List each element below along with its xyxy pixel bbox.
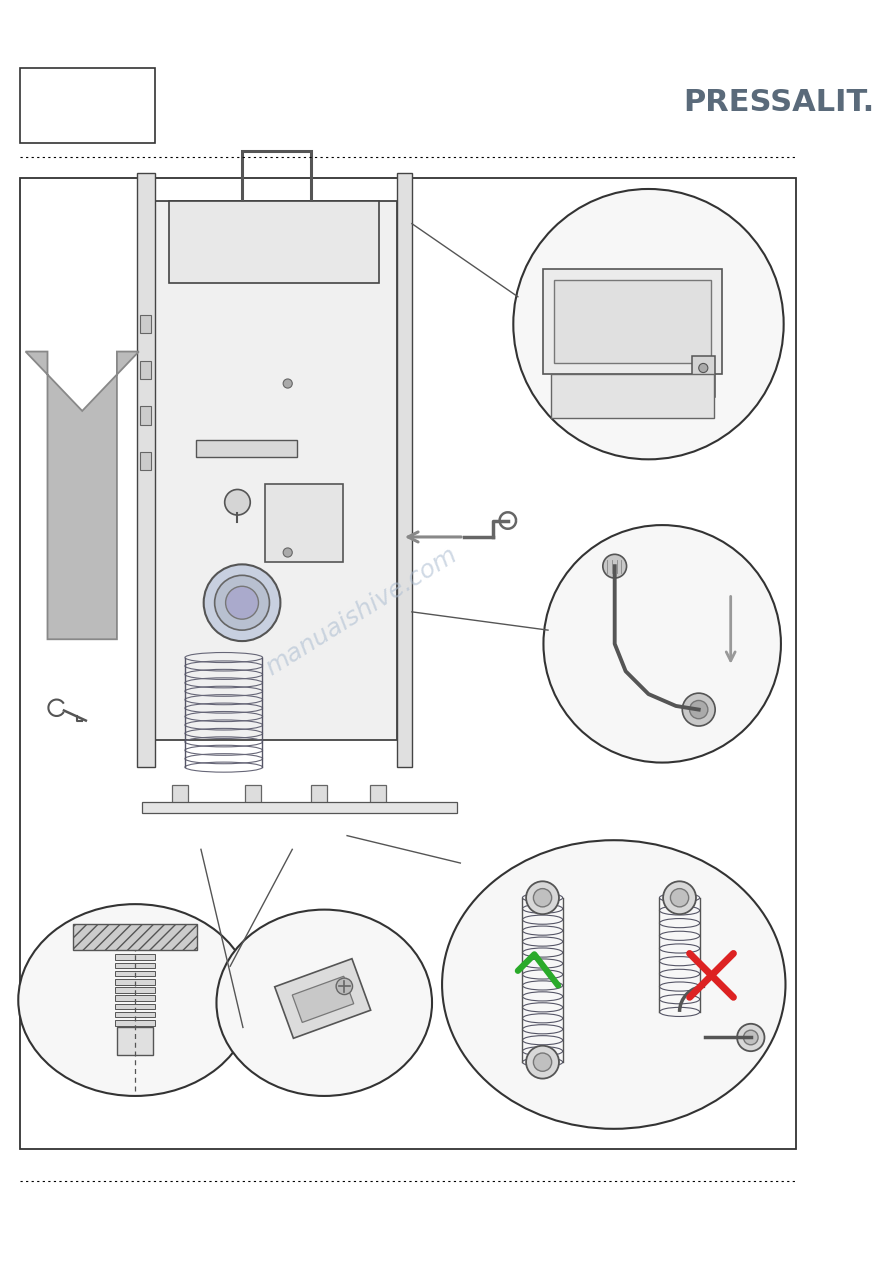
Bar bbox=[155, 201, 397, 740]
Bar bbox=[139, 361, 151, 379]
Circle shape bbox=[283, 548, 292, 557]
Bar bbox=[137, 173, 155, 767]
Bar bbox=[311, 786, 327, 806]
Bar bbox=[142, 802, 456, 813]
Circle shape bbox=[214, 576, 270, 630]
Bar bbox=[245, 786, 262, 806]
Circle shape bbox=[671, 889, 689, 907]
Circle shape bbox=[526, 1046, 559, 1079]
Bar bbox=[139, 314, 151, 333]
Circle shape bbox=[336, 978, 353, 994]
Bar bbox=[551, 374, 714, 418]
Bar bbox=[265, 484, 343, 562]
Bar bbox=[241, 806, 265, 811]
Circle shape bbox=[737, 1024, 764, 1051]
Bar bbox=[139, 407, 151, 424]
Bar bbox=[117, 1027, 154, 1055]
Polygon shape bbox=[26, 351, 138, 639]
Circle shape bbox=[603, 554, 627, 578]
Circle shape bbox=[533, 889, 552, 907]
Circle shape bbox=[204, 565, 280, 642]
Bar bbox=[370, 786, 387, 806]
Bar bbox=[21, 68, 155, 143]
Polygon shape bbox=[275, 959, 371, 1038]
Bar bbox=[115, 1021, 155, 1026]
Bar bbox=[115, 979, 155, 985]
Bar bbox=[115, 955, 155, 960]
Bar bbox=[397, 173, 412, 767]
Bar bbox=[115, 962, 155, 967]
Text: PRESSALIT.: PRESSALIT. bbox=[683, 87, 874, 116]
Circle shape bbox=[544, 525, 780, 763]
Bar bbox=[366, 806, 390, 811]
Ellipse shape bbox=[216, 909, 432, 1096]
Circle shape bbox=[698, 364, 708, 373]
Circle shape bbox=[226, 586, 258, 619]
Bar bbox=[115, 971, 155, 976]
Circle shape bbox=[689, 701, 708, 719]
Bar bbox=[307, 806, 330, 811]
Ellipse shape bbox=[18, 904, 252, 1096]
Circle shape bbox=[682, 693, 715, 726]
Bar bbox=[171, 786, 188, 806]
Bar bbox=[115, 1012, 155, 1018]
Bar bbox=[692, 356, 715, 398]
Circle shape bbox=[533, 1053, 552, 1071]
Bar bbox=[115, 1004, 155, 1009]
Bar bbox=[169, 201, 379, 283]
Circle shape bbox=[283, 379, 292, 388]
Circle shape bbox=[663, 882, 696, 914]
Bar bbox=[168, 806, 192, 811]
Bar bbox=[139, 452, 151, 470]
Bar bbox=[115, 995, 155, 1002]
Polygon shape bbox=[292, 976, 354, 1023]
Bar bbox=[73, 925, 197, 950]
Circle shape bbox=[526, 882, 559, 914]
Circle shape bbox=[744, 1031, 758, 1045]
Text: manuaishive.com: manuaishive.com bbox=[261, 543, 461, 681]
Bar bbox=[544, 269, 722, 374]
Bar bbox=[115, 988, 155, 993]
Bar bbox=[21, 178, 796, 1149]
Circle shape bbox=[513, 189, 784, 460]
Ellipse shape bbox=[442, 840, 786, 1129]
Bar bbox=[555, 280, 711, 364]
Bar bbox=[196, 440, 296, 457]
Circle shape bbox=[225, 490, 250, 515]
